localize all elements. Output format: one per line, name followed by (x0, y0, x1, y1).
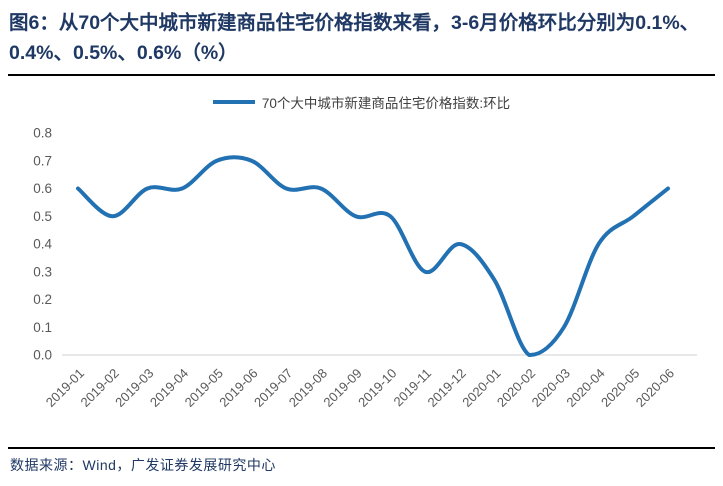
y-tick-label: 0.5 (33, 209, 52, 224)
y-tick-label: 0.6 (33, 181, 52, 196)
y-tick-label: 0.7 (33, 153, 52, 168)
y-tick-label: 0.8 (33, 126, 52, 141)
line-chart: 0.0 0.1 0.2 0.3 0.4 0.5 0.6 0.7 0.8 2019-012019-0… (33, 126, 697, 410)
y-tick-label: 0.3 (33, 264, 52, 279)
y-axis-labels: 0.0 0.1 0.2 0.3 0.4 0.5 0.6 0.7 0.8 (33, 126, 52, 363)
x-axis-labels: 2019-012019-022019-032019-042019-052019-… (43, 366, 677, 410)
footer-divider (8, 447, 715, 449)
data-source: 数据来源：Wind，广发证券发展研究中心 (10, 457, 276, 473)
legend: 70个大中城市新建商品住宅价格指数:环比 (0, 92, 723, 112)
legend-label: 70个大中城市新建商品住宅价格指数:环比 (261, 96, 511, 111)
title-divider (8, 74, 715, 76)
y-tick-label: 0.4 (33, 237, 52, 252)
x-tick-label: 2020-06 (633, 366, 677, 410)
y-tick-label: 0.2 (33, 292, 52, 307)
figure-title: 图6：从70个大中城市新建商品住宅价格指数来看，3-6月价格环比分别为0.1%、… (9, 12, 700, 64)
y-tick-label: 0.0 (33, 348, 52, 363)
x-tick-label: 2019-10 (355, 366, 399, 410)
legend-line-marker (212, 100, 255, 104)
y-tick-label: 0.1 (33, 320, 52, 335)
price-index-series-line (76, 155, 670, 357)
